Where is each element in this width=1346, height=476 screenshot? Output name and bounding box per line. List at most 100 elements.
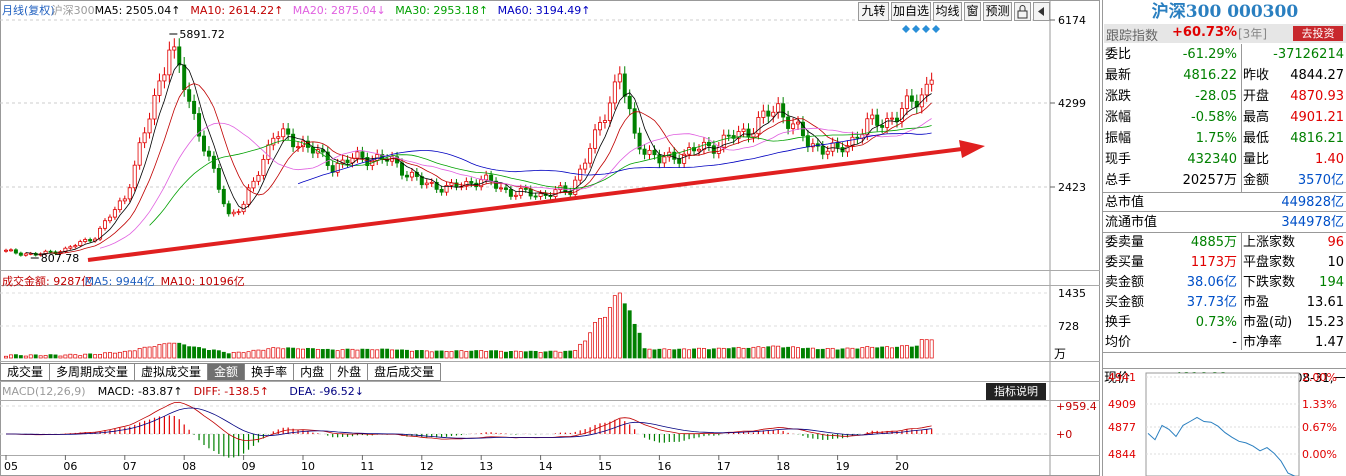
- volume-bar: [825, 347, 830, 359]
- intraday-mini-chart[interactable]: 现价4816.222020-08-31,一49414909487748442.0…: [1102, 368, 1346, 476]
- candle-body: [454, 182, 459, 187]
- candle-body: [330, 165, 335, 173]
- candle-body: [484, 174, 489, 181]
- volume-bar: [325, 348, 330, 359]
- volume-bar: [236, 351, 241, 359]
- mini-right-tick: 0.00%: [1302, 448, 1337, 461]
- tab-5[interactable]: 内盘: [294, 363, 332, 381]
- volume-bar: [761, 347, 766, 359]
- candle-body: [652, 149, 657, 156]
- candle-body: [276, 136, 281, 139]
- field-label: 委卖量: [1105, 235, 1145, 250]
- volume-bar: [315, 349, 320, 359]
- candle-body: [508, 189, 513, 197]
- rows1-row: 振幅 1.75% 最低 4816.21: [1103, 129, 1346, 148]
- ma-button[interactable]: 均线: [933, 2, 962, 21]
- volume-bar: [429, 351, 434, 359]
- candle-body: [231, 211, 236, 215]
- volume-bar: [365, 348, 370, 359]
- low-label: 807.78: [41, 252, 80, 265]
- volume-bar: [528, 350, 533, 359]
- volume-bar: [657, 348, 662, 359]
- jiuzhuan-button[interactable]: 九转: [858, 2, 889, 21]
- candle-body: [439, 188, 444, 193]
- volume-bar: [256, 349, 261, 359]
- volume-bar: [617, 292, 622, 359]
- volume-bar: [400, 349, 404, 359]
- candle-body: [182, 64, 187, 91]
- mini-frame: [1145, 372, 1300, 476]
- tab-1[interactable]: 多周期成交量: [50, 363, 136, 381]
- ma60-line: [297, 132, 932, 185]
- candle-body: [899, 108, 904, 122]
- candle-body: [885, 118, 890, 128]
- mini-left-tick: 4844: [1108, 448, 1136, 461]
- high-label: 5891.72: [179, 28, 225, 41]
- window-button[interactable]: 窗: [964, 2, 981, 21]
- mini-left-tick: 4941: [1108, 371, 1136, 384]
- candle-body: [865, 118, 870, 135]
- main-chart-area[interactable]: 月线(复权)沪深300 MA5: 2505.04↑ MA10: 2614.22↑ MA…: [0, 0, 1100, 476]
- volume-bar: [221, 351, 226, 359]
- tab-0[interactable]: 成交量: [0, 363, 51, 381]
- field-value: 0.73%: [1195, 315, 1237, 330]
- main-legend-2: MA5: 2505.04↑: [95, 4, 181, 17]
- candle-body: [711, 145, 716, 154]
- volume-bar: [291, 347, 296, 359]
- volume-bar: [682, 348, 687, 359]
- forecast-button[interactable]: 预测: [983, 2, 1012, 21]
- volume-bar: [627, 310, 632, 359]
- volume-bar: [202, 348, 206, 359]
- candle-body: [741, 128, 746, 132]
- x-tick-label: 12: [420, 460, 434, 473]
- volume-bar: [112, 352, 117, 359]
- candle-body: [602, 120, 607, 123]
- field-label: 换手: [1105, 315, 1132, 330]
- volume-bar: [127, 350, 132, 359]
- go-invest-button[interactable]: 去投资: [1293, 26, 1343, 41]
- add-watchlist-button[interactable]: 加自选: [891, 2, 931, 21]
- candle-body: [464, 181, 469, 187]
- volume-bar: [518, 351, 523, 359]
- candle-body: [657, 154, 662, 164]
- candle-body: [236, 211, 241, 214]
- volume-bar: [504, 351, 508, 359]
- tab-7[interactable]: 盘后成交量: [368, 363, 442, 381]
- candle-body: [18, 252, 23, 256]
- candle-body: [607, 102, 612, 121]
- volume-bar: [706, 349, 711, 359]
- candle-body: [345, 159, 350, 164]
- candle-body: [909, 95, 914, 102]
- candle-body: [593, 129, 598, 149]
- main-legend-1: 沪深300: [52, 3, 95, 17]
- rows2-row: 委买量 1173万 平盘家数 10: [1103, 253, 1346, 272]
- tab-6[interactable]: 外盘: [331, 363, 369, 381]
- volume-bar: [904, 345, 909, 359]
- lock-icon[interactable]: [1014, 2, 1031, 21]
- candle-body: [647, 149, 652, 155]
- tab-2[interactable]: 虚拟成交量: [135, 363, 209, 381]
- candle-body: [83, 239, 88, 242]
- candle-body: [221, 188, 226, 205]
- ma20-line: [99, 118, 932, 249]
- back-arrow-icon[interactable]: [1033, 2, 1050, 21]
- main-legend-0: 月线(复权): [2, 3, 55, 17]
- candle-body: [192, 100, 197, 114]
- volume-bar: [513, 350, 518, 359]
- volume-bar: [122, 350, 127, 359]
- float-market-value-row: 流通市值 344978亿: [1103, 213, 1346, 232]
- tab-3[interactable]: 金额: [208, 363, 246, 381]
- volume-bar: [553, 350, 558, 359]
- volume-bar: [820, 348, 825, 359]
- candle-body: [563, 185, 568, 192]
- candle-body: [919, 94, 924, 108]
- volume-bar: [469, 350, 474, 359]
- field-label: 买金额: [1105, 295, 1145, 310]
- indicator-help-button[interactable]: 指标说明: [986, 383, 1046, 400]
- tab-4[interactable]: 换手率: [245, 363, 295, 381]
- field-label: 上涨家数: [1243, 235, 1296, 250]
- volume-bar: [9, 354, 13, 359]
- volume-bar: [622, 303, 627, 359]
- x-tick-label: 17: [717, 460, 731, 473]
- volume-unit-label: 万: [1054, 347, 1066, 361]
